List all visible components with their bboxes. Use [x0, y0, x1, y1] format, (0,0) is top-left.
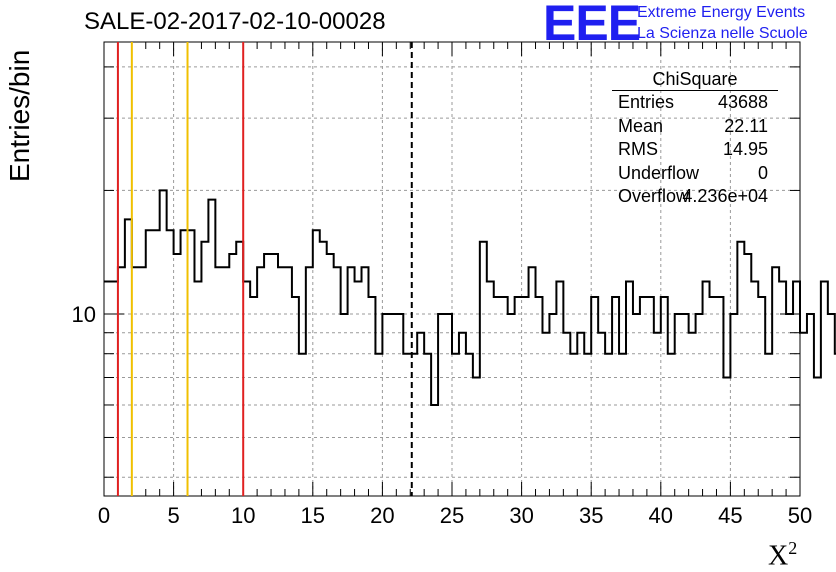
stats-label: Mean [618, 115, 664, 136]
x-axis-label-superscript: 2 [788, 538, 798, 558]
logo-tagline-2: La Scienza nelle Scuole [637, 25, 808, 42]
x-tick-label: 15 [301, 503, 325, 528]
x-tick-label: 25 [440, 503, 464, 528]
chart-title: SALE-02-2017-02-10-00028 [84, 8, 386, 35]
stats-value: 0 [757, 162, 768, 183]
x-tick-label: 20 [370, 503, 394, 528]
stats-label: Overflow [618, 186, 690, 206]
stats-value: 43688 [717, 92, 768, 112]
histogram-series [104, 189, 836, 406]
x-tick-label: 40 [649, 503, 673, 528]
stats-row-entries: Entries 43688 [612, 91, 778, 115]
stats-value: 4.236e+04 [682, 186, 768, 206]
x-tick-label: 50 [788, 503, 812, 528]
x-tick-label: 45 [718, 503, 742, 528]
stats-row-overflow: Overflow 4.236e+04 [612, 185, 778, 209]
stats-box: ChiSquare Entries 43688 Mean 22.11 RMS 14.9… [612, 68, 778, 209]
y-axis-label: Entries/bin [4, 49, 35, 182]
x-tick-label: 5 [167, 503, 179, 528]
x-tick-label: 10 [231, 503, 255, 528]
stats-title: ChiSquare [612, 68, 778, 91]
x-axis-label-base: X [768, 540, 789, 572]
x-axis-label: X2 [768, 538, 797, 572]
y-tick-label: 10 [72, 302, 96, 327]
logo-tagline-1: Extreme Energy Events [637, 4, 806, 21]
x-tick-label: 30 [509, 503, 533, 528]
stats-label: RMS [618, 139, 658, 159]
stats-label: Underflow [618, 162, 700, 183]
x-tick-label: 35 [579, 503, 603, 528]
stats-value: 14.95 [722, 139, 768, 159]
stats-label: Entries [618, 92, 675, 112]
stats-row-mean: Mean 22.11 [612, 115, 778, 139]
stats-row-rms: RMS 14.95 [612, 138, 778, 162]
stats-row-underflow: Underflow 0 [612, 162, 778, 186]
x-tick-label: 0 [98, 503, 110, 528]
stats-value: 22.11 [724, 115, 768, 136]
